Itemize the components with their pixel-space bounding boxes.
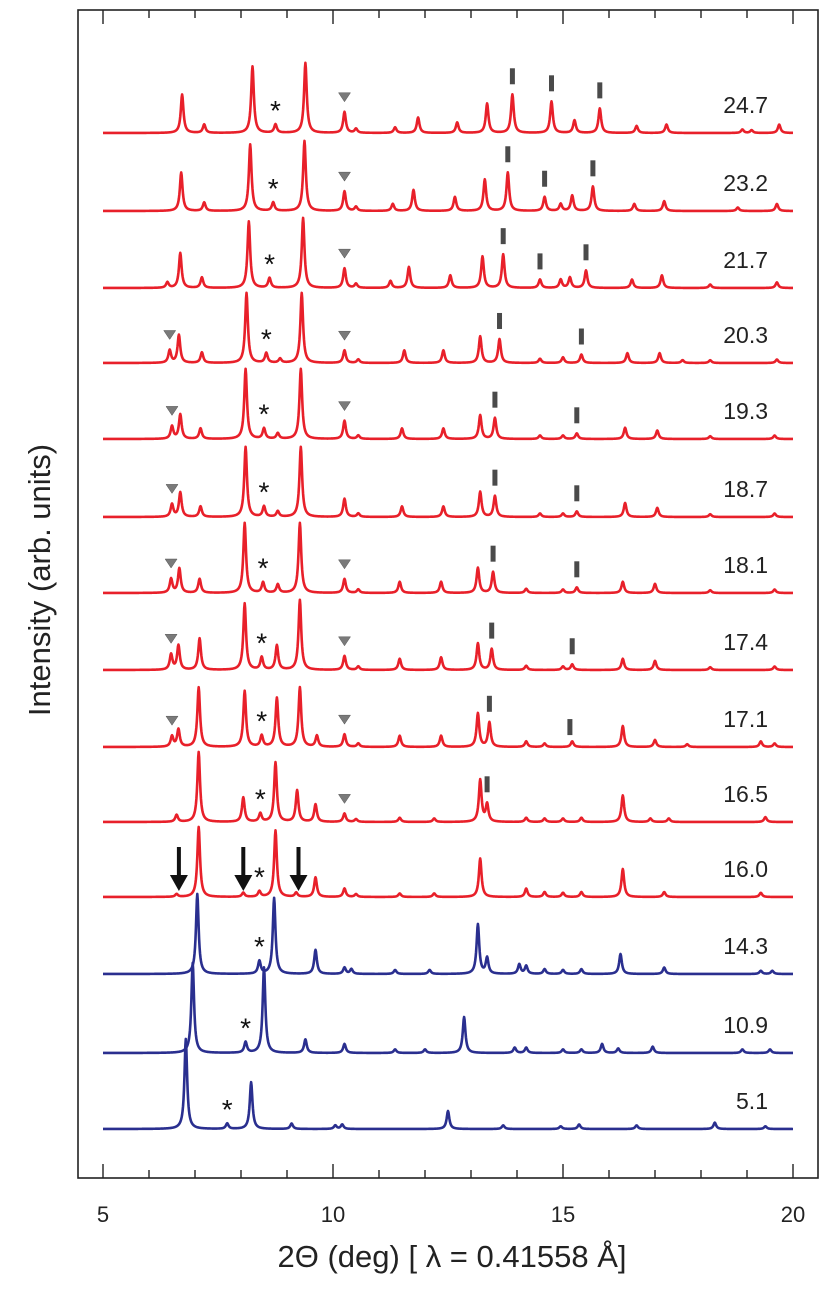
star-marker: * <box>222 1094 233 1125</box>
trace-17.1 <box>102 685 794 749</box>
trace-16.5 <box>102 750 794 824</box>
bar-marker <box>569 638 575 655</box>
triangle-marker <box>338 248 351 259</box>
bar-marker <box>590 160 596 177</box>
x-axis-label: 2Θ (deg) [ λ = 0.41558 Å] <box>278 1239 627 1274</box>
pressure-label: 18.7 <box>723 476 768 502</box>
bar-marker <box>486 695 492 712</box>
bar-marker <box>500 228 506 245</box>
x-tick-label: 10 <box>321 1202 345 1227</box>
bar-marker <box>509 68 515 85</box>
triangle-marker <box>164 558 178 569</box>
bar-marker <box>578 328 584 345</box>
trace-24.7 <box>102 61 794 135</box>
pressure-label: 14.3 <box>723 933 768 959</box>
bar-marker <box>490 545 496 562</box>
trace-10.9 <box>102 961 794 1055</box>
bar-marker <box>537 253 543 270</box>
x-tick-label: 15 <box>551 1202 575 1227</box>
triangle-marker <box>338 92 351 103</box>
star-marker: * <box>254 862 265 893</box>
star-marker: * <box>258 553 269 584</box>
plot-border <box>77 9 819 1179</box>
axis-ticks: 5 10 15 20 <box>97 10 805 1227</box>
trace-21.7 <box>102 216 794 290</box>
bar-marker <box>574 485 580 502</box>
bar-marker <box>505 146 511 163</box>
x-tick-label: 5 <box>97 1202 109 1227</box>
bar-marker <box>583 244 589 261</box>
pressure-label: 23.2 <box>723 170 768 196</box>
pressure-label: 21.7 <box>723 247 768 273</box>
trace-18.1 <box>102 521 794 595</box>
pressure-label: 10.9 <box>723 1012 768 1038</box>
bar-marker <box>574 407 580 424</box>
bar-marker <box>549 75 554 92</box>
pressure-label: 24.7 <box>723 92 768 118</box>
star-marker: * <box>256 706 267 737</box>
diffraction-traces <box>102 61 794 1131</box>
star-marker: * <box>254 931 265 962</box>
triangle-marker <box>338 636 351 647</box>
down-arrow-head <box>289 875 308 891</box>
bar-marker <box>489 622 495 639</box>
trace-23.2 <box>102 139 794 213</box>
pressure-label: 20.3 <box>723 322 768 348</box>
triangle-marker <box>165 484 179 494</box>
bar-marker <box>492 469 498 486</box>
triangle-marker <box>165 715 179 726</box>
trace-16.0 <box>102 825 794 899</box>
pressure-label: 17.4 <box>723 629 768 655</box>
plot-frame <box>77 9 819 1179</box>
bar-marker <box>597 82 603 99</box>
pressure-label: 19.3 <box>723 398 768 424</box>
trace-20.3 <box>102 291 794 365</box>
trace-18.7 <box>102 445 794 519</box>
triangle-marker <box>163 330 177 340</box>
triangle-marker <box>338 794 351 804</box>
bar-marker <box>484 776 490 793</box>
triangle-marker <box>338 714 351 725</box>
star-marker: * <box>240 1012 251 1043</box>
star-marker: * <box>261 324 272 355</box>
peak-annotations: 24.7 * 23.2 * 21.7 * 20.3 * 19.3 * 18.7 * 18.1 * 17.4 *… <box>163 68 768 1125</box>
bar-marker <box>497 312 503 329</box>
trace-19.3 <box>102 367 794 441</box>
star-marker: * <box>259 399 270 430</box>
triangle-marker <box>338 401 351 412</box>
pressure-label: 18.1 <box>723 552 768 578</box>
star-marker: * <box>259 477 270 508</box>
trace-5.1 <box>102 1037 794 1131</box>
pressure-label: 16.5 <box>723 781 768 807</box>
triangle-marker <box>165 406 179 416</box>
bar-marker <box>567 719 573 736</box>
star-marker: * <box>264 249 275 280</box>
bar-marker <box>492 391 498 408</box>
pressure-label: 17.1 <box>723 706 768 732</box>
down-arrow-head <box>169 875 188 891</box>
star-marker: * <box>255 784 266 815</box>
triangle-marker <box>338 559 351 570</box>
star-marker: * <box>256 627 267 658</box>
triangle-marker <box>338 330 351 341</box>
bar-marker <box>574 561 580 578</box>
trace-17.4 <box>102 598 794 672</box>
star-marker: * <box>268 173 279 204</box>
triangle-marker <box>164 634 178 644</box>
star-marker: * <box>270 95 281 126</box>
pressure-label: 5.1 <box>736 1088 768 1114</box>
bar-marker <box>542 170 548 187</box>
y-axis-label: Intensity (arb. units) <box>22 444 57 716</box>
down-arrow-head <box>234 875 253 891</box>
x-tick-label: 20 <box>781 1202 805 1227</box>
trace-14.3 <box>102 892 794 976</box>
pressure-label: 16.0 <box>723 856 768 882</box>
triangle-marker <box>338 171 351 182</box>
